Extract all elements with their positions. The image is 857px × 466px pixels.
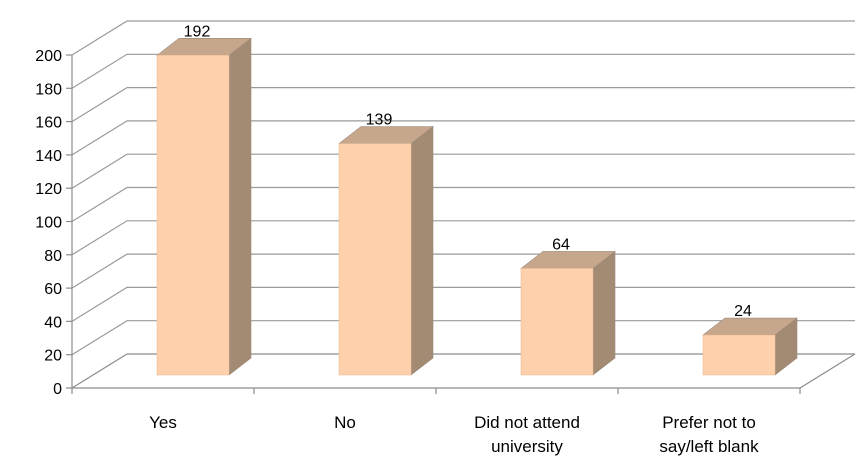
y-tick-label: 180 [35, 81, 62, 98]
y-tick-label: 80 [44, 248, 62, 265]
gridline [71, 120, 855, 156]
floor-right-edge [799, 353, 856, 389]
y-tick-label: 20 [44, 348, 62, 365]
x-category-label: No [334, 413, 356, 432]
bar [702, 334, 776, 376]
y-tick-label: 200 [35, 48, 62, 65]
y-tick-label: 0 [53, 381, 62, 398]
data-label: 24 [734, 303, 752, 320]
bar-side [228, 37, 252, 376]
x-category-label: Did not attend university [474, 413, 580, 456]
bar-side [410, 125, 434, 376]
x-category-label: Prefer not to say/left blank [659, 413, 759, 456]
x-category-label: Yes [149, 413, 177, 432]
gridline [71, 186, 855, 223]
y-tick-label: 40 [44, 314, 62, 331]
y-tick-label: 160 [35, 115, 62, 132]
bar [520, 268, 594, 376]
data-label: 64 [552, 236, 570, 253]
x-category-label-line: say/left blank [659, 437, 759, 456]
x-category-label-line: No [334, 413, 356, 432]
gridline [71, 220, 855, 256]
bar [156, 55, 230, 376]
y-tick-label: 140 [35, 148, 62, 165]
bar-side [592, 250, 616, 376]
bar [338, 143, 412, 376]
x-category-label-line: Did not attend [474, 413, 580, 432]
data-label: 192 [184, 23, 211, 40]
x-category-label-line: university [491, 437, 563, 456]
gridline [71, 153, 855, 189]
y-tick-label: 100 [35, 215, 62, 232]
gridline [71, 53, 855, 89]
y-tick-label: 120 [35, 181, 62, 198]
gridline [71, 86, 855, 123]
data-label: 139 [366, 112, 393, 129]
y-tick-label: 60 [44, 281, 62, 298]
gridline [71, 20, 855, 56]
x-category-label-line: Prefer not to [662, 413, 756, 432]
x-category-label-line: Yes [149, 413, 177, 432]
